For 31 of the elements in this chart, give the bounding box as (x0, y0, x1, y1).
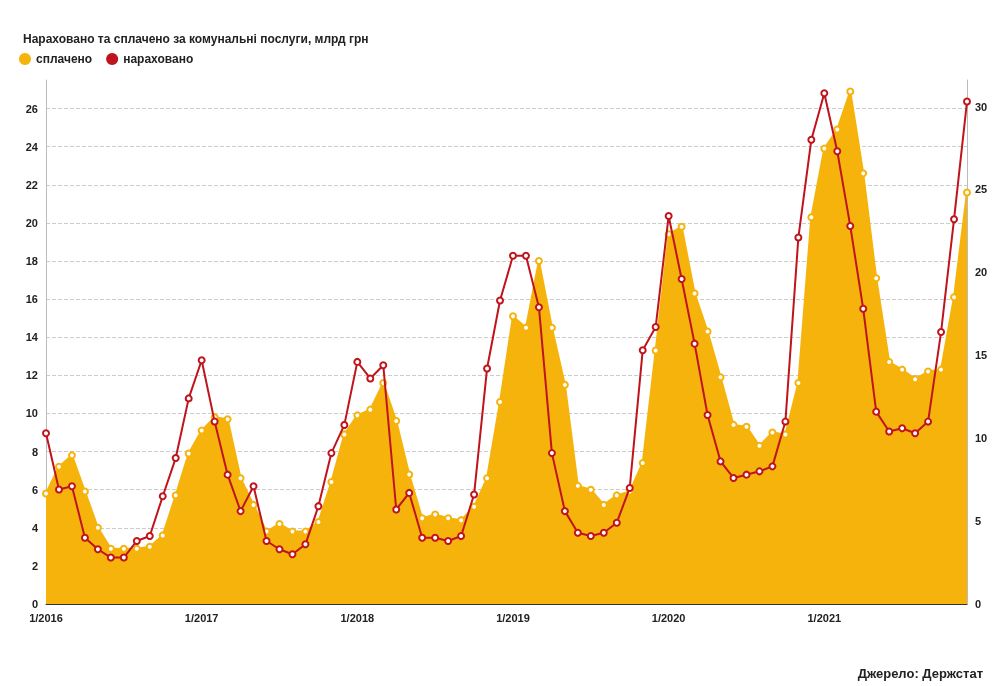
y-tick-label: 6 (31, 483, 38, 496)
legend-label: нараховано (123, 52, 194, 66)
y-tick-label: 10 (25, 407, 38, 420)
y2-tick-label: 5 (975, 515, 982, 528)
y-tick-label: 16 (25, 293, 38, 306)
x-tick-label: 1/2021 (807, 611, 842, 624)
y-tick-label: 18 (25, 255, 38, 268)
y-tick-label: 22 (25, 178, 38, 191)
x-tick-label: 1/2017 (184, 611, 219, 624)
y2-tick-label: 20 (975, 266, 988, 279)
y-tick-label: 24 (25, 140, 39, 153)
y2-tick-label: 10 (975, 432, 988, 445)
x-tick-label: 1/2019 (496, 611, 530, 624)
x-tick-label: 1/2018 (340, 611, 375, 624)
y-tick-label: 8 (31, 445, 38, 458)
y-tick-label: 26 (25, 102, 38, 115)
y-tick-label: 4 (31, 521, 39, 534)
text: Джерело: Держстат (857, 666, 984, 681)
legend-label: сплачено (36, 52, 93, 66)
y2-tick-label: 25 (975, 183, 988, 196)
x-tick-label: 1/2016 (29, 611, 63, 624)
y-tick-label: 14 (25, 331, 39, 344)
x-tick-label: 1/2020 (651, 611, 686, 624)
y2-tick-label: 0 (975, 598, 982, 610)
y-tick-label: 0 (31, 598, 38, 610)
chart-title: Нараховано та сплачено за комунальні послуги, млрд грн (23, 32, 369, 46)
y2-tick-label: 15 (975, 349, 988, 362)
y-tick-label: 2 (31, 559, 38, 572)
y2-tick-label: 30 (975, 100, 988, 113)
y-tick-label: 12 (25, 369, 38, 382)
y-tick-label: 20 (25, 216, 38, 229)
